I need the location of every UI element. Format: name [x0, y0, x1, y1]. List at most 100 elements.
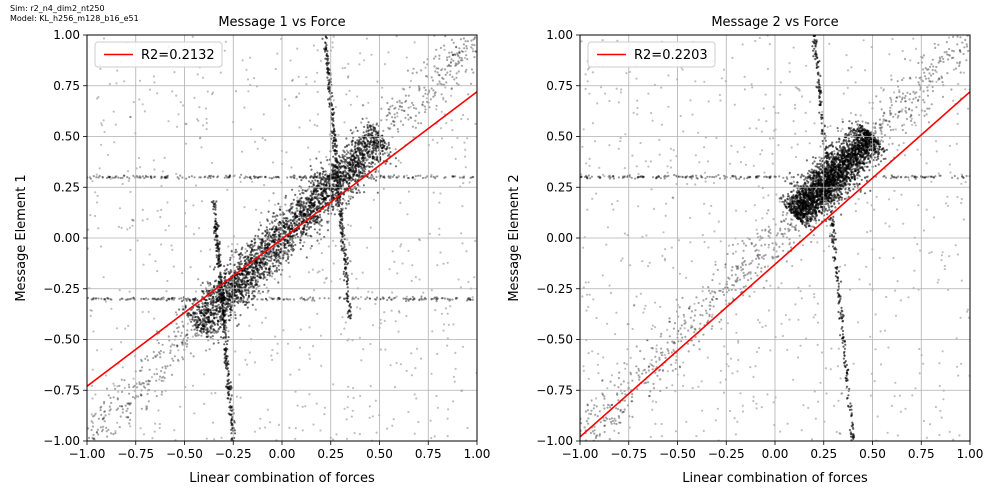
scatter-point — [345, 266, 348, 269]
scatter-point — [374, 399, 377, 402]
scatter-point — [148, 368, 151, 371]
scatter-point — [353, 431, 356, 435]
scatter-point — [191, 316, 194, 319]
scatter-point — [396, 111, 399, 115]
scatter-point — [337, 163, 340, 166]
scatter-point — [488, 44, 490, 46]
scatter-point — [275, 270, 278, 273]
scatter-point — [249, 285, 252, 288]
scatter-point — [156, 270, 159, 273]
scatter-point — [239, 283, 242, 286]
scatter-point — [253, 273, 257, 276]
scatter-point — [345, 283, 349, 286]
scatter-point — [358, 143, 361, 146]
scatter-point — [211, 91, 215, 94]
scatter-point — [333, 213, 336, 216]
scatter-point — [266, 291, 269, 294]
scatter-point — [386, 113, 389, 117]
scatter-point — [256, 278, 259, 281]
scatter-point — [224, 329, 227, 332]
scatter-point — [367, 140, 370, 143]
scatter-point — [272, 265, 275, 268]
scatter-point — [449, 61, 452, 65]
scatter-point — [92, 175, 95, 178]
scatter-point — [362, 104, 365, 107]
scatter-point — [223, 343, 226, 346]
scatter-point — [304, 206, 307, 209]
scatter-point — [142, 433, 146, 436]
scatter-point — [350, 155, 353, 158]
scatter-point — [354, 150, 357, 153]
scatter-point — [443, 323, 446, 326]
scatter-point — [319, 202, 322, 205]
scatter-point — [418, 239, 421, 242]
scatter-point — [326, 71, 329, 74]
scatter-point — [258, 427, 261, 430]
scatter-point — [298, 126, 301, 129]
scatter-point — [361, 168, 364, 171]
scatter-point — [218, 293, 221, 296]
scatter-point — [181, 299, 184, 303]
scatter-point — [233, 174, 236, 177]
scatter-point — [414, 175, 417, 178]
scatter-point — [370, 150, 373, 153]
scatter-point — [102, 276, 105, 279]
scatter-point — [247, 90, 250, 93]
scatter-point — [322, 178, 325, 181]
scatter-point — [107, 394, 110, 397]
scatter-point — [374, 133, 377, 136]
scatter-point — [360, 359, 363, 362]
scatter-point — [266, 219, 269, 222]
scatter-point — [131, 224, 134, 227]
scatter-point — [201, 281, 204, 284]
scatter-point — [216, 322, 219, 325]
scatter-point — [349, 129, 352, 132]
scatter-point — [345, 149, 349, 152]
scatter-point — [169, 345, 172, 348]
scatter-point — [393, 124, 396, 127]
scatter-point — [407, 249, 410, 252]
scatter-point — [464, 70, 467, 73]
scatter-point — [163, 376, 166, 380]
scatter-point — [120, 405, 124, 408]
scatter-point — [371, 161, 374, 164]
scatter-point — [294, 193, 297, 196]
scatter-point — [246, 272, 249, 275]
scatter-point — [341, 316, 344, 319]
scatter-point — [477, 23, 479, 25]
scatter-point — [391, 120, 395, 123]
scatter-point — [455, 45, 458, 49]
scatter-point — [112, 396, 115, 399]
scatter-point — [128, 392, 131, 395]
scatter-point — [128, 402, 131, 405]
scatter-point — [367, 150, 370, 153]
scatter-point — [343, 407, 346, 410]
scatter-point — [110, 307, 113, 310]
scatter-point — [95, 430, 99, 434]
scatter-point — [339, 201, 342, 204]
scatter-point — [337, 182, 340, 185]
scatter-point — [216, 313, 219, 316]
scatter-point — [137, 395, 140, 398]
scatter-point — [388, 127, 391, 131]
scatter-point — [121, 390, 124, 393]
scatter-point — [227, 360, 230, 363]
scatter-point — [260, 244, 263, 247]
scatter-point — [313, 195, 316, 198]
scatter-point — [213, 331, 216, 335]
scatter-point — [349, 224, 352, 227]
scatter-point — [320, 188, 323, 191]
scatter-point — [430, 436, 433, 440]
scatter-point — [198, 308, 201, 311]
scatter-point — [436, 71, 439, 74]
scatter-point — [323, 47, 326, 50]
scatter-point — [388, 268, 391, 271]
scatter-point — [368, 129, 371, 132]
scatter-point — [348, 241, 351, 244]
scatter-point — [185, 177, 188, 180]
scatter-point — [123, 386, 126, 389]
scatter-point — [224, 340, 227, 343]
scatter-point — [320, 238, 323, 241]
scatter-point — [324, 277, 327, 280]
scatter-point — [340, 245, 343, 248]
